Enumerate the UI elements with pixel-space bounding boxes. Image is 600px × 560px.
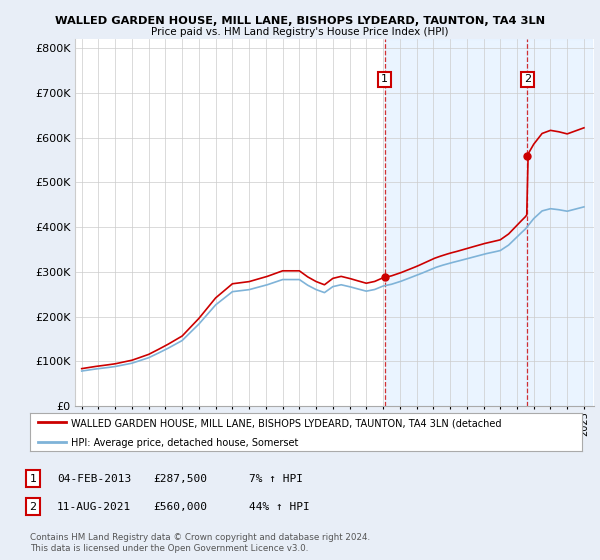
Text: HPI: Average price, detached house, Somerset: HPI: Average price, detached house, Some…: [71, 438, 299, 448]
Text: 44% ↑ HPI: 44% ↑ HPI: [249, 502, 310, 512]
Text: 7% ↑ HPI: 7% ↑ HPI: [249, 474, 303, 484]
Text: 04-FEB-2013: 04-FEB-2013: [57, 474, 131, 484]
Text: 1: 1: [381, 74, 388, 85]
Text: 11-AUG-2021: 11-AUG-2021: [57, 502, 131, 512]
Text: 1: 1: [29, 474, 37, 484]
Text: 2: 2: [524, 74, 531, 85]
Text: WALLED GARDEN HOUSE, MILL LANE, BISHOPS LYDEARD, TAUNTON, TA4 3LN (detached: WALLED GARDEN HOUSE, MILL LANE, BISHOPS …: [71, 418, 502, 428]
Text: £560,000: £560,000: [153, 502, 207, 512]
Text: Contains HM Land Registry data © Crown copyright and database right 2024.
This d: Contains HM Land Registry data © Crown c…: [30, 533, 370, 553]
Text: WALLED GARDEN HOUSE, MILL LANE, BISHOPS LYDEARD, TAUNTON, TA4 3LN: WALLED GARDEN HOUSE, MILL LANE, BISHOPS …: [55, 16, 545, 26]
Text: Price paid vs. HM Land Registry's House Price Index (HPI): Price paid vs. HM Land Registry's House …: [151, 27, 449, 37]
Bar: [385, 39, 527, 406]
Text: 2: 2: [29, 502, 37, 512]
Bar: [527, 39, 592, 406]
Text: £287,500: £287,500: [153, 474, 207, 484]
